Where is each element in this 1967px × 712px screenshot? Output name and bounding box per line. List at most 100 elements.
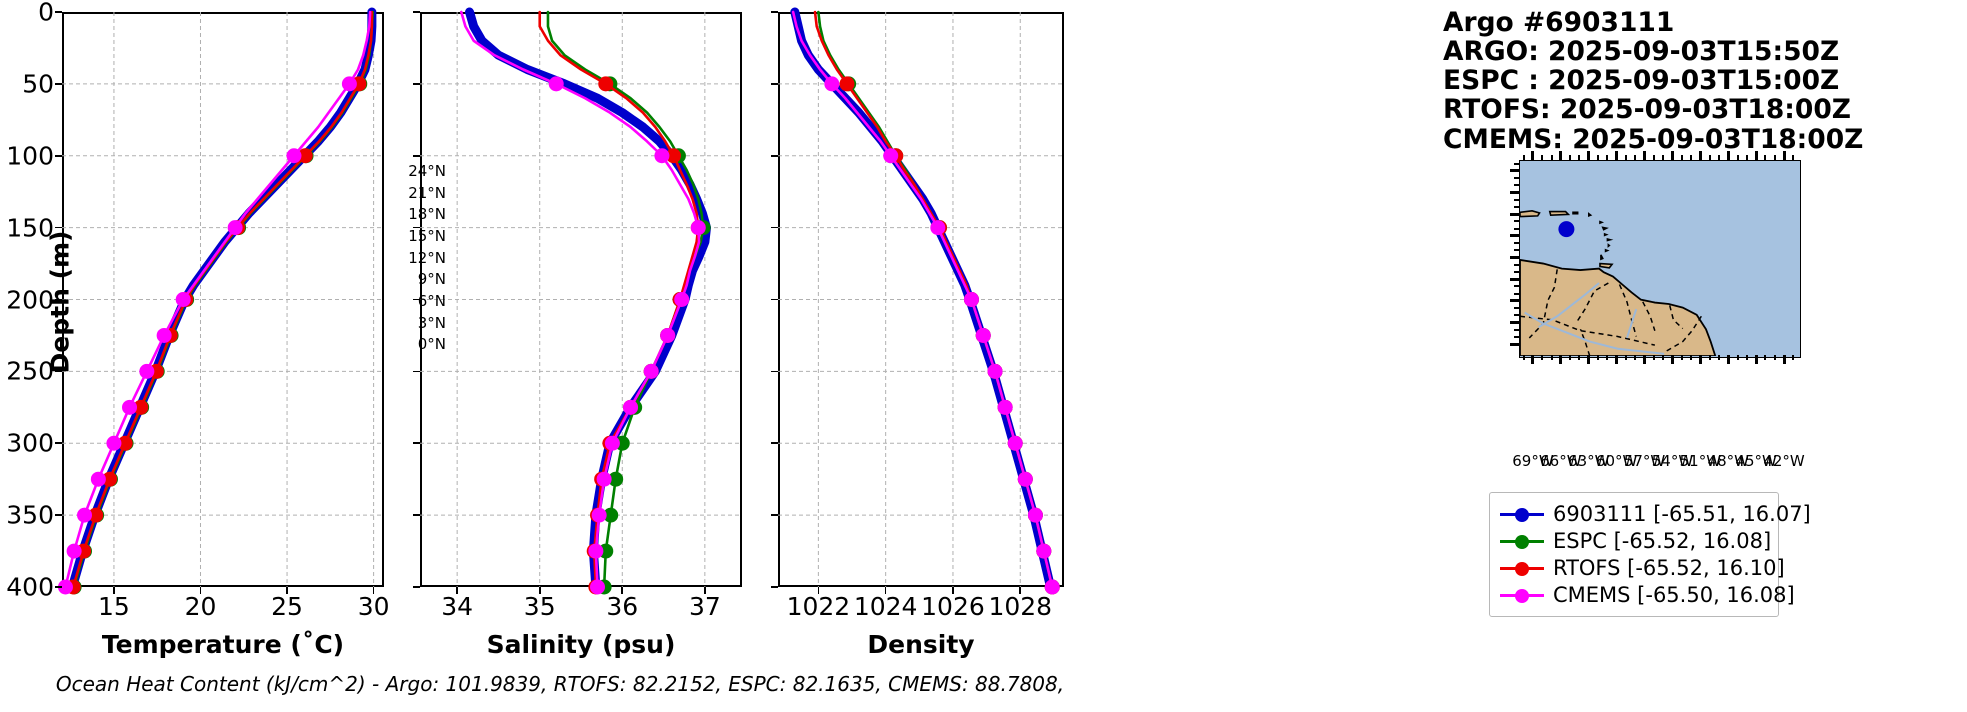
ocean-heat-content-caption: Ocean Heat Content (kJ/cm^2) - Argo: 101… bbox=[55, 672, 1065, 696]
y-tick-mark bbox=[413, 298, 420, 301]
map-x-minor-tick bbox=[1652, 355, 1655, 360]
map-y-minor-tick bbox=[1514, 205, 1519, 208]
x-tick-label: 25 bbox=[271, 592, 303, 621]
map-y-minor-tick bbox=[1514, 184, 1519, 187]
map-x-minor-tick bbox=[1745, 155, 1748, 160]
map-x-minor-tick bbox=[1559, 155, 1562, 160]
x-tick-label: 30 bbox=[357, 592, 390, 621]
map-x-minor-tick bbox=[1587, 155, 1590, 160]
map-y-tick-label: 24°N bbox=[408, 161, 446, 180]
map-y-minor-tick bbox=[1514, 321, 1519, 324]
map-x-minor-tick bbox=[1764, 155, 1767, 160]
map-x-minor-tick bbox=[1634, 155, 1637, 160]
x-tick-label: 20 bbox=[184, 592, 217, 621]
y-tick-mark bbox=[413, 226, 420, 229]
map-y-tick-label: 21°N bbox=[408, 183, 446, 202]
map-x-minor-tick bbox=[1569, 355, 1572, 360]
map-y-minor-tick bbox=[1514, 263, 1519, 266]
map-y-minor-tick bbox=[1514, 213, 1519, 216]
map-x-minor-tick bbox=[1671, 155, 1674, 160]
map-y-minor-tick bbox=[1514, 278, 1519, 281]
y-tick-mark bbox=[55, 442, 62, 445]
series-legend: 6903111 [-65.51, 16.07] ESPC [-65.52, 16.… bbox=[1489, 492, 1811, 617]
salinity-plot bbox=[420, 7, 742, 595]
map-y-tick-label: 18°N bbox=[408, 205, 446, 224]
legend-label: CMEMS [-65.50, 16.08] bbox=[1553, 582, 1795, 607]
x-tick-mark bbox=[952, 587, 954, 594]
map-x-minor-tick bbox=[1652, 155, 1655, 160]
map-x-minor-tick bbox=[1662, 155, 1665, 160]
x-tick-label: 36 bbox=[606, 592, 639, 621]
map-y-tick-label: 3°N bbox=[417, 313, 446, 332]
map-x-minor-tick bbox=[1773, 355, 1776, 360]
y-tick-mark bbox=[771, 370, 778, 373]
y-tick-label: 350 bbox=[6, 500, 54, 530]
map-x-minor-tick bbox=[1541, 155, 1544, 160]
density-panel: Density 1022 1024 1026 1028 bbox=[771, 7, 1064, 659]
y-tick-label: 250 bbox=[6, 356, 54, 386]
map-x-minor-tick bbox=[1597, 355, 1600, 360]
y-tick-mark bbox=[413, 83, 420, 85]
y-tick-label: 300 bbox=[6, 428, 54, 458]
map-x-minor-tick bbox=[1624, 355, 1627, 360]
map-x-minor-tick bbox=[1690, 155, 1693, 160]
map-x-tick-label: 57°W bbox=[1623, 452, 1666, 470]
map-x-minor-tick bbox=[1792, 155, 1795, 160]
map-x-tick-label: 48°W bbox=[1707, 452, 1749, 470]
legend-swatch-rtofs bbox=[1500, 559, 1544, 577]
location-map[interactable] bbox=[1519, 160, 1801, 358]
legend-label: ESPC [-65.52, 16.08] bbox=[1553, 528, 1772, 553]
map-x-minor-tick bbox=[1587, 355, 1590, 360]
map-x-minor-tick bbox=[1643, 155, 1646, 160]
map-y-tick-label: 6°N bbox=[417, 291, 446, 310]
map-x-minor-tick bbox=[1699, 155, 1702, 160]
map-y-minor-tick bbox=[1514, 256, 1519, 259]
x-tick-label: 15 bbox=[98, 592, 130, 621]
legend-item-argo[interactable]: 6903111 [-65.51, 16.07] bbox=[1500, 500, 1811, 527]
y-tick-label: 100 bbox=[6, 141, 54, 171]
y-tick-mark bbox=[413, 370, 420, 373]
legend-label: 6903111 [-65.51, 16.07] bbox=[1553, 501, 1811, 526]
map-y-minor-tick bbox=[1514, 343, 1519, 346]
y-tick-label: 200 bbox=[6, 285, 54, 314]
y-tick-mark bbox=[55, 11, 62, 13]
y-tick-label: 50 bbox=[22, 69, 54, 99]
y-tick-mark bbox=[771, 586, 778, 588]
map-x-minor-tick bbox=[1559, 355, 1562, 360]
salinity-axis-title: Salinity (psu) bbox=[486, 630, 676, 659]
map-x-tick-label: 66°W bbox=[1540, 452, 1582, 470]
map-y-minor-tick bbox=[1514, 307, 1519, 310]
map-x-minor-tick bbox=[1550, 155, 1553, 160]
map-y-minor-tick bbox=[1514, 314, 1519, 317]
density-plot bbox=[778, 7, 1064, 595]
map-y-minor-tick bbox=[1514, 162, 1519, 165]
map-y-minor-tick bbox=[1514, 234, 1519, 237]
map-x-minor-tick bbox=[1578, 155, 1581, 160]
map-x-minor-tick bbox=[1615, 155, 1618, 160]
legend-item-cmems[interactable]: CMEMS [-65.50, 16.08] bbox=[1500, 581, 1795, 608]
map-x-minor-tick bbox=[1690, 355, 1693, 360]
map-x-minor-tick bbox=[1783, 355, 1786, 360]
map-x-tick-label: 63°W bbox=[1568, 452, 1610, 470]
map-x-minor-tick bbox=[1708, 155, 1711, 160]
legend-swatch-espc bbox=[1500, 532, 1544, 550]
map-x-minor-tick bbox=[1550, 355, 1553, 360]
map-y-minor-tick bbox=[1514, 198, 1519, 201]
map-x-minor-tick bbox=[1680, 155, 1683, 160]
x-tick-label: 37 bbox=[688, 592, 721, 621]
map-x-minor-tick bbox=[1615, 355, 1618, 360]
map-x-minor-tick bbox=[1643, 355, 1646, 360]
legend-item-rtofs[interactable]: RTOFS [-65.52, 16.10] bbox=[1500, 554, 1785, 581]
map-x-minor-tick bbox=[1717, 355, 1720, 360]
map-x-tick-label: 69°W bbox=[1512, 452, 1554, 470]
legend-item-espc[interactable]: ESPC [-65.52, 16.08] bbox=[1500, 527, 1772, 554]
y-tick-mark bbox=[771, 514, 778, 516]
map-x-minor-tick bbox=[1708, 355, 1711, 360]
y-tick-mark bbox=[413, 11, 420, 13]
temperature-axis-title: Temperature (˚C) bbox=[101, 630, 345, 659]
x-tick-mark bbox=[884, 587, 887, 594]
x-tick-label: 1028 bbox=[988, 592, 1053, 621]
map-x-minor-tick bbox=[1736, 355, 1739, 360]
map-x-minor-tick bbox=[1717, 155, 1720, 160]
x-tick-mark bbox=[286, 587, 288, 594]
